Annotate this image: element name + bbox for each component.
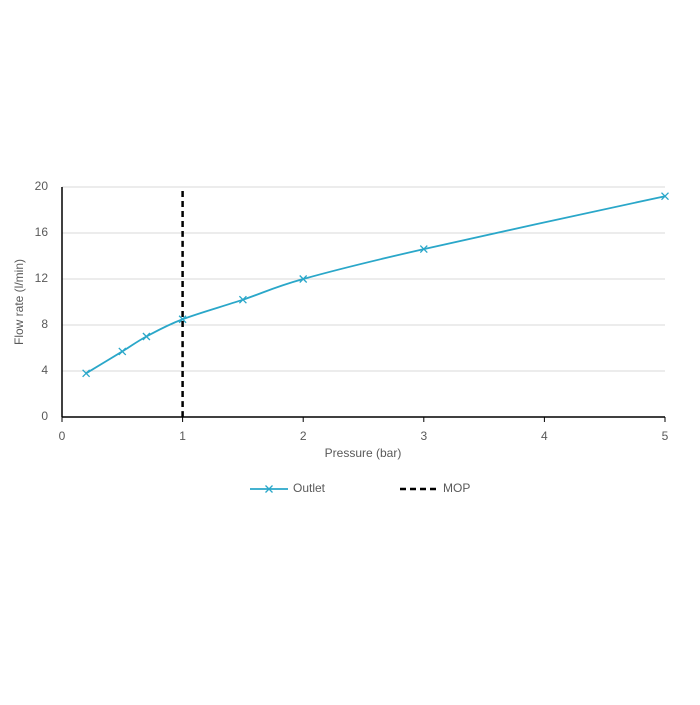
x-axis-title: Pressure (bar): [325, 446, 402, 460]
marker: [419, 245, 428, 254]
legend-label: Outlet: [293, 481, 326, 495]
marker: [142, 332, 151, 341]
y-tick-label: 20: [35, 179, 49, 193]
x-tick-label: 3: [420, 429, 427, 443]
series-line: [85, 195, 666, 375]
x-tick-label: 1: [179, 429, 186, 443]
x-tick-label: 4: [541, 429, 548, 443]
marker: [178, 315, 187, 324]
y-axis-title: Flow rate (l/min): [12, 259, 26, 345]
x-tick-label: 5: [662, 429, 669, 443]
x-tick-label: 0: [59, 429, 66, 443]
marker: [265, 485, 273, 493]
y-tick-label: 8: [41, 317, 48, 331]
legend-label: MOP: [443, 481, 470, 495]
marker: [118, 347, 127, 356]
marker: [661, 192, 669, 201]
y-tick-label: 4: [41, 363, 48, 377]
marker: [238, 295, 247, 304]
marker: [299, 275, 308, 283]
y-tick-label: 12: [35, 271, 49, 285]
y-tick-label: 0: [41, 409, 48, 423]
marker: [82, 369, 91, 378]
x-tick-label: 2: [300, 429, 307, 443]
y-tick-label: 16: [35, 225, 49, 239]
